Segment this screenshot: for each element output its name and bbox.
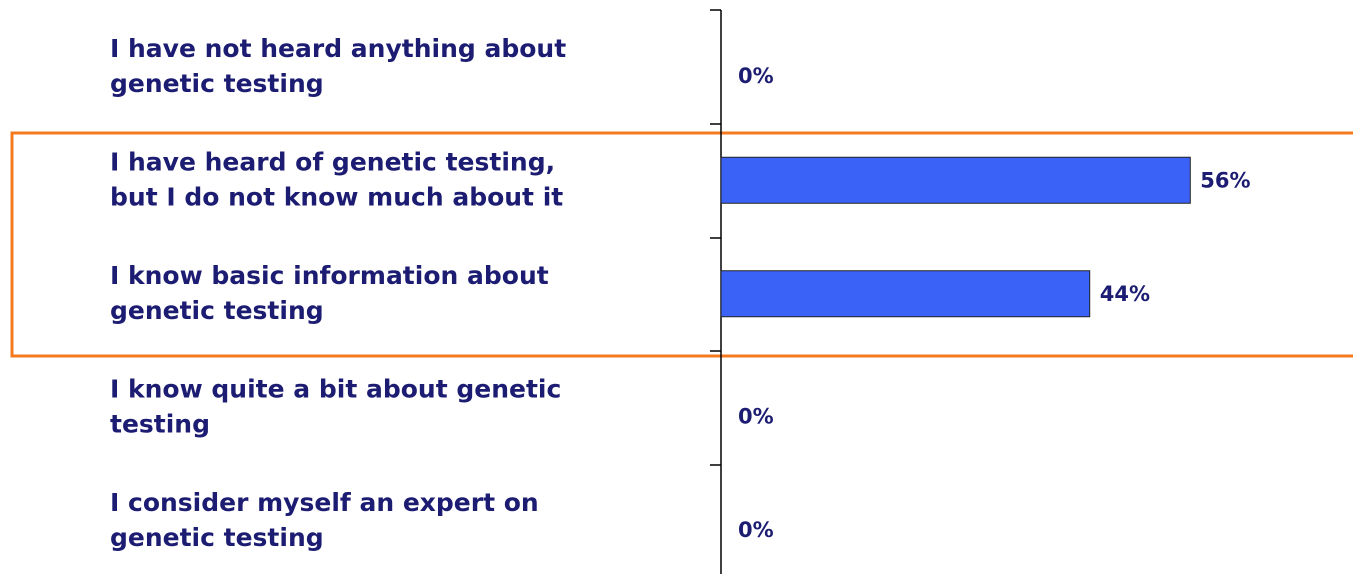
category-label: I know basic information about [110, 261, 549, 290]
category-label: I consider myself an expert on [110, 488, 539, 517]
value-label: 0% [738, 518, 774, 542]
category-label: but I do not know much about it [110, 182, 563, 211]
bar [720, 270, 1091, 318]
category-label: I know quite a bit about genetic [110, 374, 561, 403]
highlight-box [10, 131, 1353, 358]
value-label: 0% [738, 404, 774, 428]
category-label: genetic testing [110, 296, 324, 325]
category-label: genetic testing [110, 523, 324, 552]
value-label: 56% [1200, 168, 1250, 192]
bar [720, 156, 1191, 204]
value-label: 44% [1100, 282, 1150, 306]
value-label: 0% [738, 64, 774, 88]
category-ticks [710, 9, 721, 466]
category-label: genetic testing [110, 69, 324, 98]
category-label: testing [110, 409, 210, 438]
category-label: I have heard of genetic testing, [110, 147, 555, 176]
category-label: I have not heard anything about [110, 34, 566, 63]
